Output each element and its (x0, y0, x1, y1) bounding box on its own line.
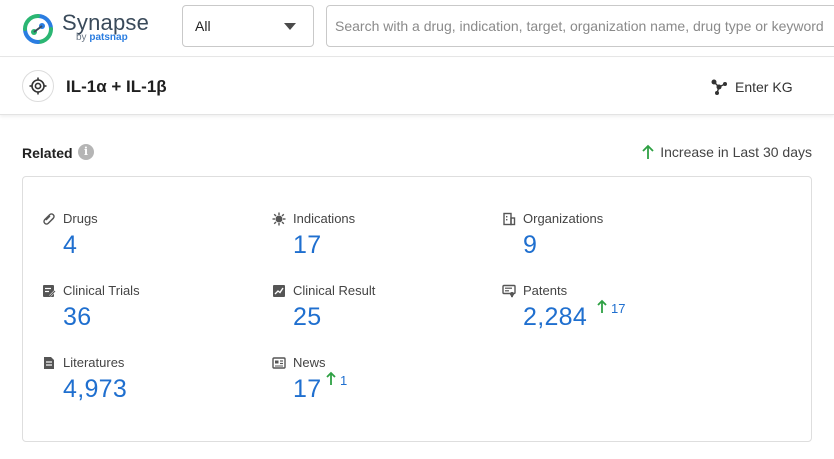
stat-value: 4,973 (63, 375, 127, 404)
newspaper-icon (272, 356, 286, 370)
stat-clinical-trials[interactable]: Clinical Trials 36 (42, 283, 262, 343)
stat-clinical-result[interactable]: Clinical Result 25 (272, 283, 492, 343)
stat-label: Clinical Trials (63, 283, 140, 298)
stat-label: Indications (293, 211, 355, 226)
stat-value: 36 (63, 303, 91, 332)
scope-select-value: All (195, 18, 211, 34)
stat-value: 4 (63, 231, 77, 260)
stat-label: Drugs (63, 211, 98, 226)
stat-value: 17 (293, 231, 321, 260)
top-bar: Synapse by patsnap All (0, 0, 834, 57)
clinical-trial-icon (42, 284, 56, 298)
search-input[interactable] (335, 16, 834, 36)
document-icon (42, 356, 56, 370)
legend-label: Increase in Last 30 days (660, 144, 812, 160)
stat-patents[interactable]: Patents 2,284 17 (502, 283, 722, 343)
stat-increase-count: 1 (340, 373, 347, 388)
logo-byline: by patsnap (76, 32, 128, 43)
stat-indications[interactable]: Indications 17 (272, 211, 492, 271)
patent-icon (502, 284, 516, 298)
enter-kg-button[interactable]: Enter KG (710, 76, 793, 98)
stat-value: 17 (293, 375, 321, 404)
stat-value: 2,284 (523, 303, 587, 332)
stat-label: Clinical Result (293, 283, 375, 298)
virus-icon (272, 212, 286, 226)
arrow-up-icon (326, 371, 336, 387)
arrow-up-icon (642, 144, 654, 160)
stat-value: 9 (523, 231, 537, 260)
stat-literatures[interactable]: Literatures 4,973 (42, 355, 262, 415)
increase-legend: Increase in Last 30 days (642, 144, 812, 160)
stat-value: 25 (293, 303, 321, 332)
building-icon (502, 212, 516, 226)
pill-icon (42, 212, 56, 226)
stat-label: Literatures (63, 355, 124, 370)
synapse-logo-icon (22, 13, 54, 45)
stat-increase: 17 (597, 299, 625, 316)
search-box[interactable] (326, 5, 834, 47)
related-heading: Related (22, 145, 73, 161)
target-icon (22, 70, 54, 102)
knowledge-graph-icon (710, 78, 728, 96)
related-stats-card: Drugs 4 Indications 17 Organizations 9 C… (22, 176, 812, 442)
stat-label: News (293, 355, 326, 370)
stat-label: Organizations (523, 211, 603, 226)
stat-increase: 1 (326, 371, 347, 388)
caret-down-icon (284, 23, 296, 30)
synapse-logo[interactable]: Synapse by patsnap (22, 10, 162, 46)
scope-select[interactable]: All (182, 5, 314, 47)
target-header: IL-1α + IL-1β Enter KG (0, 58, 834, 115)
stat-organizations[interactable]: Organizations 9 (502, 211, 722, 271)
chart-icon (272, 284, 286, 298)
stat-news[interactable]: News 17 1 (272, 355, 492, 415)
enter-kg-label: Enter KG (735, 79, 793, 95)
target-title: IL-1α + IL-1β (66, 77, 167, 97)
stat-label: Patents (523, 283, 567, 298)
info-icon[interactable]: i (78, 144, 94, 160)
stat-drugs[interactable]: Drugs 4 (42, 211, 262, 271)
stat-increase-count: 17 (611, 301, 625, 316)
arrow-up-icon (597, 299, 607, 315)
